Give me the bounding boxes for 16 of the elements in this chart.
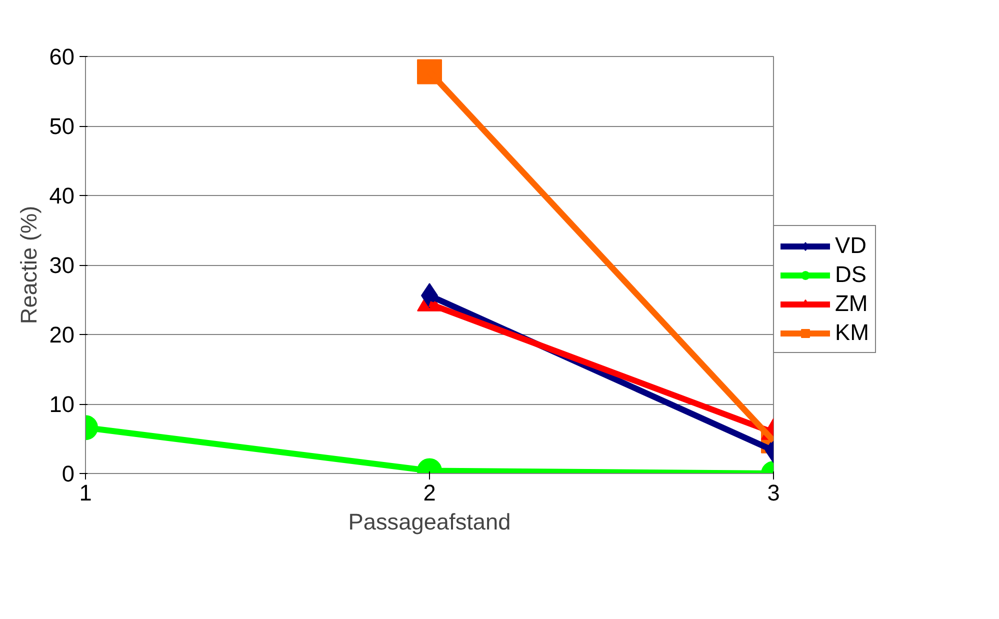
- x-tick-label: 1: [79, 480, 92, 506]
- legend-label: KM: [835, 319, 869, 346]
- x-axis-title: Passageafstand: [348, 508, 511, 534]
- y-axis-title: Reactie (%): [15, 206, 42, 324]
- legend-label: VD: [835, 232, 866, 259]
- y-tick-label: 50: [49, 113, 74, 139]
- x-tick-label: 2: [423, 480, 436, 506]
- legend-label: ZM: [835, 290, 868, 317]
- legend-label: DS: [835, 261, 866, 288]
- y-tick-label: 60: [49, 44, 74, 70]
- y-tick-label: 0: [62, 460, 75, 486]
- y-tick-label: 40: [49, 182, 74, 208]
- y-tick-label: 30: [49, 252, 74, 278]
- y-tick-label: 10: [49, 391, 74, 417]
- y-tick-label: 20: [49, 322, 74, 348]
- x-tick-label: 3: [767, 480, 780, 506]
